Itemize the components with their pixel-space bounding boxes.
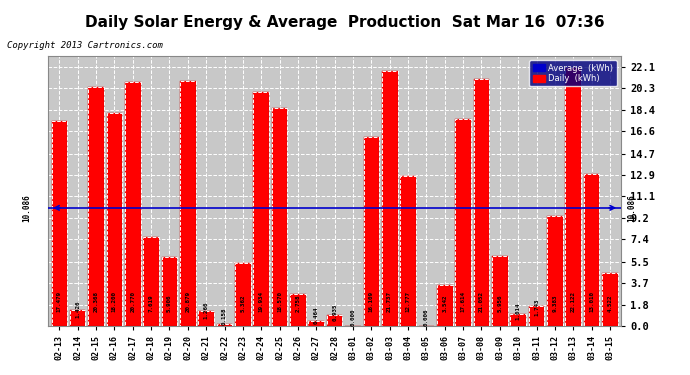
Bar	[437, 285, 453, 326]
Bar	[474, 79, 489, 326]
Bar	[400, 176, 416, 326]
Bar	[180, 81, 195, 326]
Bar	[547, 216, 563, 326]
Bar	[161, 257, 177, 326]
Bar	[529, 306, 544, 326]
Bar	[88, 87, 104, 326]
Text: 1.014: 1.014	[515, 303, 521, 320]
Bar	[400, 176, 416, 326]
Text: 17.614: 17.614	[461, 291, 466, 312]
Bar	[290, 294, 306, 326]
Bar	[125, 82, 141, 326]
Bar	[584, 174, 600, 326]
Text: 16.109: 16.109	[369, 291, 374, 312]
Bar	[198, 311, 214, 326]
Bar	[272, 108, 287, 326]
Text: 10.086: 10.086	[22, 194, 31, 222]
Bar	[253, 92, 269, 326]
Text: 1.426: 1.426	[75, 300, 80, 318]
Bar	[511, 314, 526, 326]
Text: 2.758: 2.758	[295, 295, 300, 312]
Bar	[235, 263, 250, 326]
Bar	[125, 82, 141, 326]
Bar	[235, 263, 250, 326]
Bar	[144, 237, 159, 326]
Bar	[547, 216, 563, 326]
Text: 19.934: 19.934	[259, 291, 264, 312]
Text: 20.770: 20.770	[130, 291, 135, 312]
Bar	[584, 174, 600, 326]
Legend: Average  (kWh), Daily  (kWh): Average (kWh), Daily (kWh)	[529, 60, 617, 86]
Bar	[327, 315, 342, 326]
Text: 20.879: 20.879	[186, 291, 190, 312]
Text: 0.935: 0.935	[332, 303, 337, 321]
Bar	[364, 137, 380, 326]
Text: 1.266: 1.266	[204, 302, 208, 319]
Bar	[474, 79, 489, 326]
Bar	[511, 314, 526, 326]
Text: 4.522: 4.522	[607, 295, 613, 312]
Text: 1.743: 1.743	[534, 298, 539, 316]
Bar	[70, 309, 86, 326]
Text: 18.570: 18.570	[277, 291, 282, 312]
Text: 17.479: 17.479	[57, 291, 62, 312]
Bar	[144, 237, 159, 326]
Bar	[566, 66, 581, 326]
Bar	[180, 81, 195, 326]
Text: 5.362: 5.362	[240, 295, 246, 312]
Bar	[161, 257, 177, 326]
Text: 12.777: 12.777	[406, 291, 411, 312]
Bar	[455, 120, 471, 326]
Text: 0.006: 0.006	[424, 309, 429, 326]
Bar	[198, 311, 214, 326]
Text: 18.200: 18.200	[112, 291, 117, 312]
Text: 10.086: 10.086	[627, 194, 636, 222]
Bar	[308, 321, 324, 326]
Bar	[106, 112, 122, 326]
Bar	[88, 87, 104, 326]
Text: 5.906: 5.906	[167, 295, 172, 312]
Text: 9.383: 9.383	[553, 295, 558, 312]
Bar	[382, 71, 397, 326]
Bar	[70, 309, 86, 326]
Bar	[272, 108, 287, 326]
Bar	[52, 121, 67, 326]
Text: 20.368: 20.368	[94, 291, 99, 312]
Text: 7.619: 7.619	[148, 295, 154, 312]
Bar	[106, 112, 122, 326]
Bar	[602, 273, 618, 326]
Bar	[308, 321, 324, 326]
Bar	[455, 120, 471, 326]
Text: 21.052: 21.052	[479, 291, 484, 312]
Text: 0.464: 0.464	[314, 306, 319, 324]
Bar	[382, 71, 397, 326]
Text: Copyright 2013 Cartronics.com: Copyright 2013 Cartronics.com	[7, 41, 163, 50]
Text: 0.000: 0.000	[351, 309, 355, 326]
Bar	[566, 66, 581, 326]
Text: 22.122: 22.122	[571, 291, 575, 312]
Text: Daily Solar Energy & Average  Production  Sat Mar 16  07:36: Daily Solar Energy & Average Production …	[85, 15, 605, 30]
Bar	[492, 256, 508, 326]
Bar	[217, 324, 233, 326]
Text: 0.158: 0.158	[222, 308, 227, 326]
Bar	[217, 324, 233, 326]
Text: 13.010: 13.010	[589, 291, 594, 312]
Bar	[253, 92, 269, 326]
Bar	[290, 294, 306, 326]
Bar	[437, 285, 453, 326]
Text: 5.956: 5.956	[497, 295, 502, 312]
Text: 21.737: 21.737	[387, 291, 392, 312]
Bar	[529, 306, 544, 326]
Bar	[327, 315, 342, 326]
Bar	[364, 137, 380, 326]
Text: 3.542: 3.542	[442, 295, 447, 312]
Bar	[492, 256, 508, 326]
Bar	[602, 273, 618, 326]
Bar	[52, 121, 67, 326]
